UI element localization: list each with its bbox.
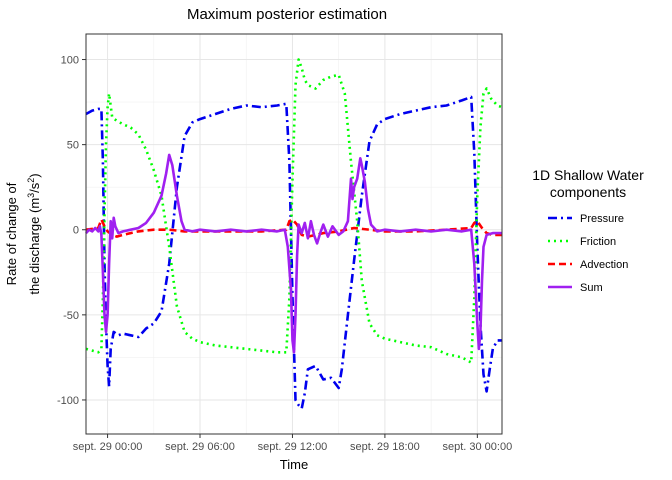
x-tick-label: sept. 29 00:00	[73, 441, 143, 453]
legend-title-line1: 1D Shallow Water	[532, 167, 644, 183]
y-axis-title-suffix: )	[27, 173, 42, 177]
legend: 1D Shallow Water components Pressure Fric…	[532, 167, 644, 294]
legend-label-advection: Advection	[580, 259, 628, 271]
legend-label-sum: Sum	[580, 282, 603, 294]
x-tick-label: sept. 29 06:00	[165, 441, 235, 453]
chart-title: Maximum posterior estimation	[187, 6, 387, 23]
y-tick-label: -50	[63, 310, 79, 322]
x-tick-label: sept. 30 00:00	[442, 441, 512, 453]
y-axis: -100 -50 0 50 100	[57, 55, 86, 407]
y-axis-title-second: the discharge (m3/s2)	[26, 173, 42, 294]
y-tick-label: 100	[61, 55, 79, 67]
y-tick-label: 0	[73, 225, 79, 237]
y-axis-title: Rate of change of	[4, 182, 19, 285]
legend-items: Pressure Friction Advection Sum	[548, 213, 628, 294]
legend-title-line2: components	[550, 184, 626, 200]
x-tick-label: sept. 29 18:00	[350, 441, 420, 453]
series-line-friction	[85, 58, 503, 364]
legend-label-friction: Friction	[580, 236, 616, 248]
series-layer	[85, 58, 503, 410]
series-line-advection	[85, 218, 502, 238]
y-axis-title-sup2: 2	[26, 178, 36, 183]
y-tick-label: -100	[57, 395, 79, 407]
x-axis-title: Time	[280, 457, 308, 472]
y-axis-title-sup1: 3	[26, 193, 36, 198]
y-axis-title-mid: /s	[27, 182, 42, 193]
y-axis-title-line1: Rate of change of	[4, 182, 19, 285]
legend-label-pressure: Pressure	[580, 213, 624, 225]
plot-border	[85, 33, 503, 435]
x-tick-label: sept. 29 12:00	[258, 441, 328, 453]
series-line-sum	[85, 153, 502, 354]
x-axis: sept. 29 00:00 sept. 29 06:00 sept. 29 12:…	[73, 434, 512, 453]
y-tick-label: 50	[67, 140, 79, 152]
y-axis-title-line2-prefix: the discharge (m	[27, 198, 42, 295]
